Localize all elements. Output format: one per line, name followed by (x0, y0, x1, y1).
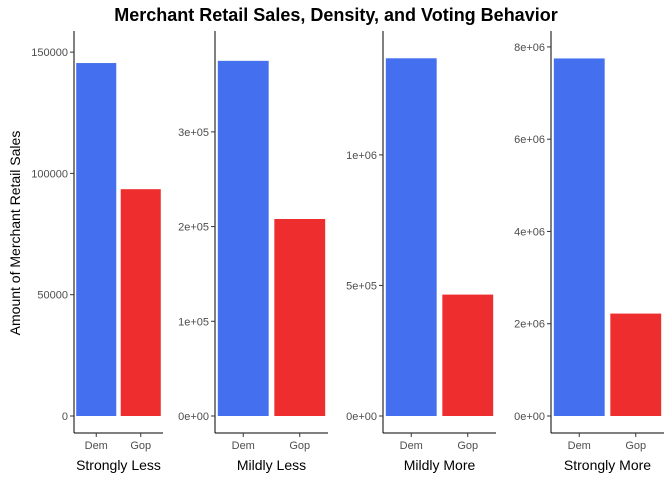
y-tick-label-strongly-less: 0 (62, 411, 68, 423)
y-tick-label-mildly-less: 3e+05 (178, 127, 209, 139)
bar-dem-strongly-more (553, 58, 605, 417)
x-tick-label-dem-mildly-less: Dem (232, 440, 255, 452)
bar-gop-strongly-more (610, 313, 662, 416)
x-tick-label-gop-strongly-less: Gop (130, 440, 151, 452)
bar-gop-mildly-more (442, 294, 494, 416)
bar-dem-mildly-more (385, 58, 437, 417)
y-tick-label-mildly-less: 0e+00 (178, 411, 209, 423)
y-tick-label-mildly-more: 1e+06 (346, 150, 377, 162)
y-tick-label-mildly-less: 2e+05 (178, 222, 209, 234)
x-tick-label-gop-mildly-less: Gop (289, 440, 310, 452)
y-tick-label-strongly-more: 8e+06 (514, 42, 545, 54)
x-tick-label-dem-strongly-less: Dem (85, 440, 108, 452)
facet-label-mildly-less: Mildly Less (237, 457, 306, 473)
x-tick-label-dem-strongly-more: Dem (568, 440, 591, 452)
y-tick-label-strongly-less: 100000 (31, 168, 68, 180)
x-tick-label-dem-mildly-more: Dem (400, 440, 423, 452)
facet-label-strongly-less: Strongly Less (76, 457, 161, 473)
panel-strongly-more: 0e+00 2e+06 4e+06 6e+06 8e+06 Dem Gop Strongly … (514, 31, 664, 473)
y-tick-label-strongly-less: 50000 (37, 290, 68, 302)
y-tick-label-strongly-more: 6e+06 (514, 134, 545, 146)
y-axis-label: Amount of Merchant Retail Sales (7, 131, 23, 336)
bar-gop-mildly-less (274, 219, 326, 416)
y-tick-label-strongly-less: 150000 (31, 47, 68, 59)
panel-mildly-less: 0e+00 1e+05 2e+05 3e+05 Dem Gop Mildly Less (178, 31, 328, 473)
panel-strongly-less: 0 50000 100000 150000 Dem Gop Strongly Less (31, 31, 163, 473)
panel-mildly-more: 0e+00 5e+05 1e+06 Dem Gop Mildly More (346, 31, 496, 473)
y-tick-label-strongly-more: 4e+06 (514, 226, 545, 238)
y-tick-label-mildly-more: 5e+05 (346, 280, 377, 292)
chart-title: Merchant Retail Sales, Density, and Voti… (114, 5, 557, 25)
chart-panels: 0 50000 100000 150000 Dem Gop Strongly Less 0e+… (31, 31, 664, 473)
y-tick-label-mildly-less: 1e+05 (178, 316, 209, 328)
y-tick-label-strongly-more: 2e+06 (514, 319, 545, 331)
bar-dem-strongly-less (76, 63, 117, 416)
y-tick-label-mildly-more: 0e+00 (346, 411, 377, 423)
x-tick-label-gop-mildly-more: Gop (457, 440, 478, 452)
y-tick-label-strongly-more: 0e+00 (514, 411, 545, 423)
x-tick-label-gop-strongly-more: Gop (625, 440, 646, 452)
facet-label-mildly-more: Mildly More (404, 457, 476, 473)
bar-gop-strongly-less (120, 189, 161, 416)
bar-dem-mildly-less (217, 60, 269, 416)
facet-label-strongly-more: Strongly More (564, 457, 651, 473)
